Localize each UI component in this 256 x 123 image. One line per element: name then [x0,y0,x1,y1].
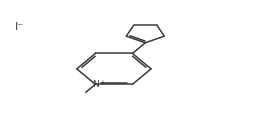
Text: +: + [100,80,105,86]
Text: N: N [92,80,99,89]
Text: I⁻: I⁻ [15,22,25,32]
